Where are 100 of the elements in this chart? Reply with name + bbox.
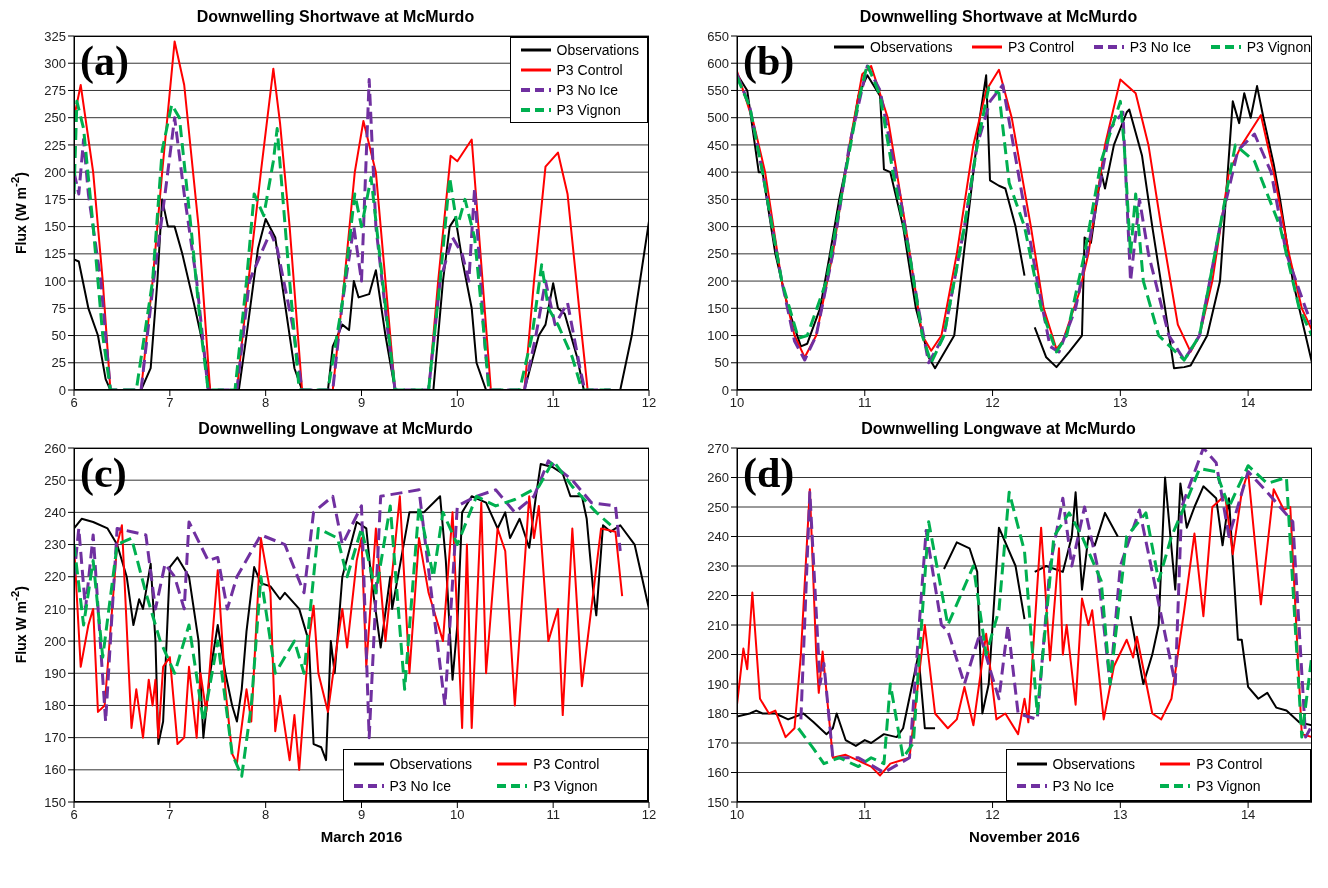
chart-title: Downwelling Shortwave at McMurdo	[858, 8, 1139, 27]
x-tick-label: 11	[546, 807, 560, 823]
x-tick-label: 13	[1113, 395, 1128, 411]
y-tick-label: 325	[44, 28, 66, 44]
y-tick-label: 250	[707, 499, 729, 515]
legend-label: P3 Control	[1196, 755, 1263, 774]
annotation: (c)	[80, 450, 127, 496]
y-tick-label: 350	[707, 192, 729, 207]
y-tick-label: 250	[707, 246, 729, 262]
x-tick-label: 7	[166, 395, 174, 411]
legend-label: P3 No Ice	[389, 777, 451, 796]
y-tick-label: 210	[44, 601, 66, 617]
x-tick-label: 13	[1113, 807, 1128, 823]
x-tick-label: 14	[1240, 395, 1256, 411]
y-tick-label: 270	[707, 440, 729, 456]
y-tick-label: 175	[44, 192, 66, 207]
y-tick-label: 250	[44, 472, 66, 488]
y-tick-label: 180	[707, 706, 729, 722]
x-tick-label: 12	[641, 395, 657, 411]
y-tick-label: 100	[44, 273, 66, 289]
y-tick-label: 650	[707, 28, 729, 44]
y-tick-label: 50	[714, 355, 729, 371]
legend-label: P3 No Ice	[1129, 38, 1192, 57]
x-axis-title: March 2016	[319, 828, 404, 845]
y-tick-label: 50	[51, 328, 66, 344]
legend-label: P3 Vignon	[1246, 38, 1311, 57]
y-tick-label: 250	[44, 110, 66, 126]
y-tick-label: 225	[44, 137, 66, 153]
y-tick-label: 0	[721, 382, 729, 398]
y-tick-label: 200	[707, 647, 729, 663]
y-tick-label: 0	[58, 382, 66, 398]
x-axis-title: November 2016	[968, 828, 1081, 845]
y-tick-label: 160	[707, 765, 729, 781]
y-tick-label: 170	[707, 735, 729, 751]
x-tick-label: 9	[357, 807, 366, 823]
x-tick-label: 12	[985, 395, 1000, 411]
y-tick-label: 150	[44, 794, 66, 810]
y-tick-label: 190	[44, 665, 66, 681]
y-tick-label: 160	[44, 762, 66, 778]
y-tick-label: 240	[707, 529, 729, 545]
y-tick-label: 125	[44, 246, 66, 262]
x-tick-label: 14	[1240, 807, 1256, 823]
y-tick-label: 550	[707, 83, 729, 99]
chart-title: Downwelling Longwave at McMurdo	[860, 420, 1137, 439]
legend-label: P3 Vignon	[1196, 777, 1261, 796]
legend-label: Observations	[556, 41, 639, 60]
x-tick-label: 11	[858, 807, 872, 823]
y-tick-label: 230	[44, 537, 66, 553]
y-tick-label: 400	[707, 164, 729, 180]
legend-label: P3 Control	[533, 755, 600, 774]
x-tick-label: 11	[858, 395, 872, 411]
x-tick-label: 11	[546, 395, 560, 411]
y-tick-label: 150	[707, 794, 729, 810]
legend-label: Observations	[870, 38, 953, 57]
y-tick-label: 275	[44, 83, 66, 99]
y-tick-label: 150	[44, 219, 66, 235]
y-tick-label: 200	[44, 164, 66, 180]
y-tick-label: 260	[44, 440, 66, 456]
legend-label: Observations	[389, 755, 472, 774]
y-tick-label: 450	[707, 137, 729, 153]
x-tick-label: 10	[450, 807, 465, 823]
x-tick-label: 10	[450, 395, 465, 411]
y-tick-label: 240	[44, 504, 66, 520]
y-tick-label: 220	[44, 569, 66, 585]
x-tick-label: 12	[641, 807, 657, 823]
y-tick-label: 100	[707, 328, 729, 344]
y-tick-label: 150	[707, 300, 729, 316]
legend-label: P3 No Ice	[1052, 777, 1114, 796]
y-tick-label: 500	[707, 110, 729, 126]
x-tick-label: 10	[729, 807, 745, 823]
x-tick-label: 12	[985, 807, 1000, 823]
x-tick-label: 10	[729, 395, 745, 411]
y-tick-label: 190	[707, 676, 729, 692]
legend-label: Observations	[1052, 755, 1135, 774]
y-tick-label: 300	[44, 55, 66, 71]
y-tick-label: 200	[707, 273, 729, 289]
legend-label: P3 Vignon	[556, 101, 621, 120]
x-tick-label: 9	[357, 395, 366, 411]
y-tick-label: 25	[51, 355, 66, 371]
legend-label: P3 No Ice	[556, 81, 618, 100]
legend-label: P3 Control	[1007, 38, 1075, 57]
x-tick-label: 8	[262, 807, 270, 823]
y-tick-label: 260	[707, 470, 729, 486]
y-tick-label: 300	[707, 219, 729, 235]
y-tick-label: 230	[707, 558, 729, 574]
x-tick-label: 7	[166, 807, 174, 823]
y-tick-label: 210	[707, 617, 729, 633]
x-tick-label: 6	[70, 807, 78, 823]
y-tick-label: 180	[44, 698, 66, 714]
chart-title: Downwelling Longwave at McMurdo	[197, 420, 474, 439]
legend-label: P3 Vignon	[533, 777, 598, 796]
y-tick-label: 75	[51, 300, 66, 316]
y-tick-label: 170	[44, 730, 66, 746]
x-tick-label: 6	[70, 395, 78, 411]
legend-label: P3 Control	[556, 61, 623, 80]
y-tick-label: 600	[707, 55, 729, 71]
x-tick-label: 8	[262, 395, 270, 411]
y-tick-label: 200	[44, 633, 66, 649]
y-tick-label: 220	[707, 588, 729, 604]
chart-title: Downwelling Shortwave at McMurdo	[195, 8, 476, 27]
